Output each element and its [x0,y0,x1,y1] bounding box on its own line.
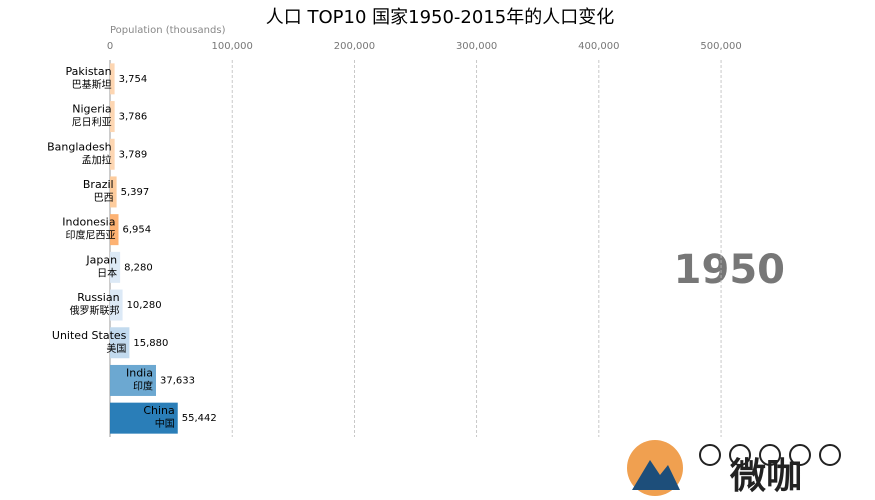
bar-name: China [143,404,174,417]
bar [110,214,119,246]
bar-name-zh: 巴基斯坦 [72,78,112,91]
value-label: 5,397 [121,187,150,198]
bar-name-zh: 中国 [155,417,175,430]
x-tick-label: 500,000 [700,41,741,52]
bar [110,402,178,434]
bar [110,327,130,359]
bar-name-zh: 尼日利亚 [72,117,112,129]
year-label: 1950 [674,247,785,293]
bar-name: Indonesia [62,216,115,229]
bar-name-zh: 日本 [97,266,117,279]
x-tick-label: 400,000 [578,41,619,52]
bar [110,138,115,170]
bar-name: Nigeria [72,103,111,116]
bar [110,176,117,208]
bar-name-zh: 巴西 [94,192,114,204]
value-label: 3,789 [119,149,148,160]
bar [110,289,123,321]
bar-name: Russian [77,291,119,304]
bar [110,251,121,283]
value-label: 3,754 [119,74,148,85]
value-label: 37,633 [160,375,195,386]
x-tick-label: 0 [107,41,113,52]
bar-name-zh: 美国 [106,342,126,355]
value-label: 15,880 [133,338,168,349]
value-label: 3,786 [119,112,148,123]
x-tick-label: 300,000 [456,41,497,52]
value-label: 55,442 [182,413,217,424]
watermark-logo [627,440,841,496]
x-tick-label: 200,000 [334,41,375,52]
bar-name: Brazil [83,178,114,191]
bar [110,101,115,133]
bar-name: Pakistan [66,65,112,78]
bar [110,63,115,95]
x-axis-label: Population (thousands) [110,25,226,36]
bar-name: India [126,366,153,379]
chart-title: 人口 TOP10 国家1950-2015年的人口变化 [266,7,614,28]
watermark-text: 微咖 [729,456,802,497]
bar-name-zh: 俄罗斯联邦 [70,304,120,317]
value-label: 8,280 [124,262,153,273]
bar-name-zh: 印度尼西亚 [65,229,115,242]
bar-name: Bangladesh [47,140,112,153]
x-tick-label: 100,000 [212,41,253,52]
bar-name: United States [52,329,127,342]
bar-name: Japan [85,253,117,266]
bar [110,364,156,396]
value-label: 10,280 [127,300,162,311]
value-label: 6,954 [122,225,151,236]
bar-name-zh: 孟加拉 [82,153,112,166]
bar-name-zh: 印度 [133,379,153,392]
